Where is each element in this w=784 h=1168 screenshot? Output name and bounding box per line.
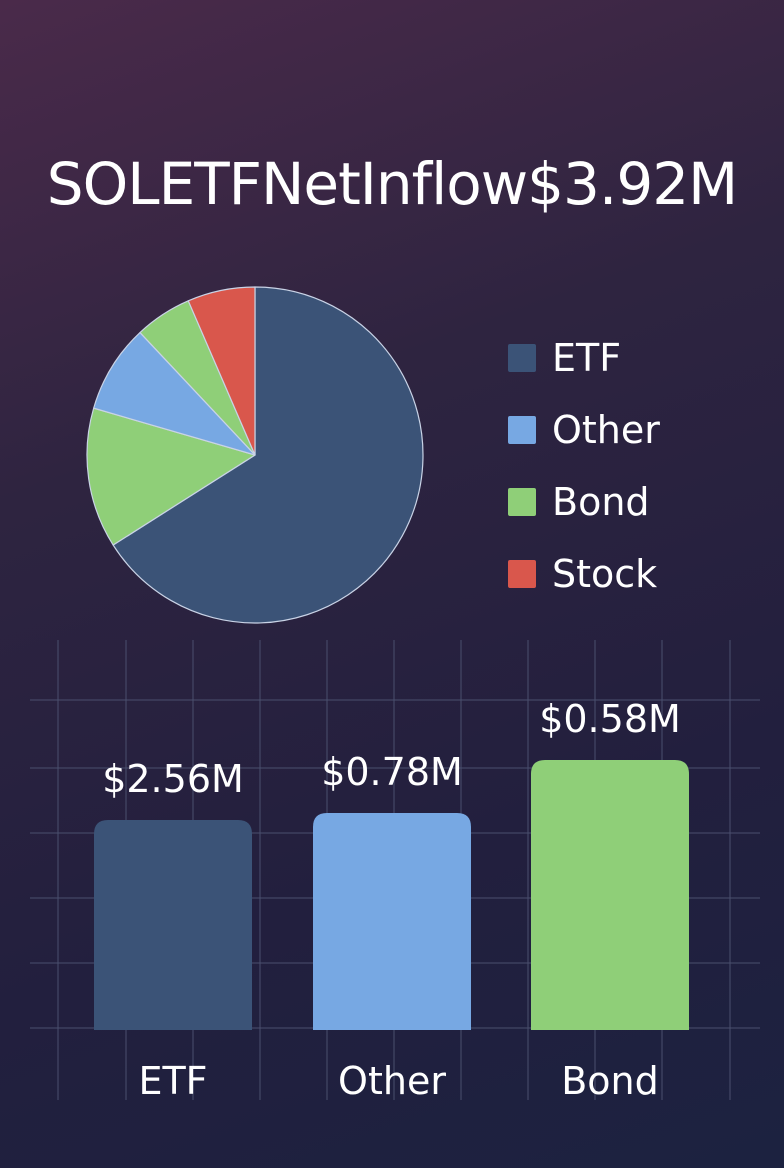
legend-item-etf: ETF: [508, 322, 660, 394]
pie-slice-etf-0: [112, 286, 424, 624]
legend-label-etf: ETF: [552, 336, 622, 380]
chart-title: SOLETFNetInflow$3.92M: [46, 150, 738, 218]
legend-label-stock: Stock: [552, 552, 658, 596]
pie-chart: [86, 286, 424, 624]
pie-slice-stock-4: [187, 286, 256, 456]
bar-etf: [94, 820, 252, 1030]
bar-category-label-bond: Bond: [561, 1059, 659, 1103]
legend-label-other: Other: [552, 408, 660, 452]
bar-chart: $2.56M ETF $0.78M Other $0.58M Bond: [30, 640, 760, 1103]
bar-other: [313, 813, 471, 1030]
legend-swatch-stock: [508, 560, 536, 588]
bar-value-label-other: $0.78M: [321, 750, 463, 794]
bar-value-label-etf: $2.56M: [102, 757, 244, 801]
pie-legend: ETF Other Bond Stock: [508, 322, 660, 610]
legend-label-bond: Bond: [552, 480, 650, 524]
bar-category-label-etf: ETF: [138, 1059, 207, 1103]
legend-item-stock: Stock: [508, 538, 660, 610]
pie-slice-other-2: [93, 331, 256, 456]
legend-item-other: Other: [508, 394, 660, 466]
bar-category-label-other: Other: [338, 1059, 446, 1103]
legend-swatch-etf: [508, 344, 536, 372]
pie-slice-bond-1: [86, 407, 256, 546]
legend-swatch-other: [508, 416, 536, 444]
bar-value-label-bond: $0.58M: [539, 697, 681, 741]
legend-swatch-bond: [508, 488, 536, 516]
bar-bond: [531, 760, 689, 1030]
legend-item-bond: Bond: [508, 466, 660, 538]
